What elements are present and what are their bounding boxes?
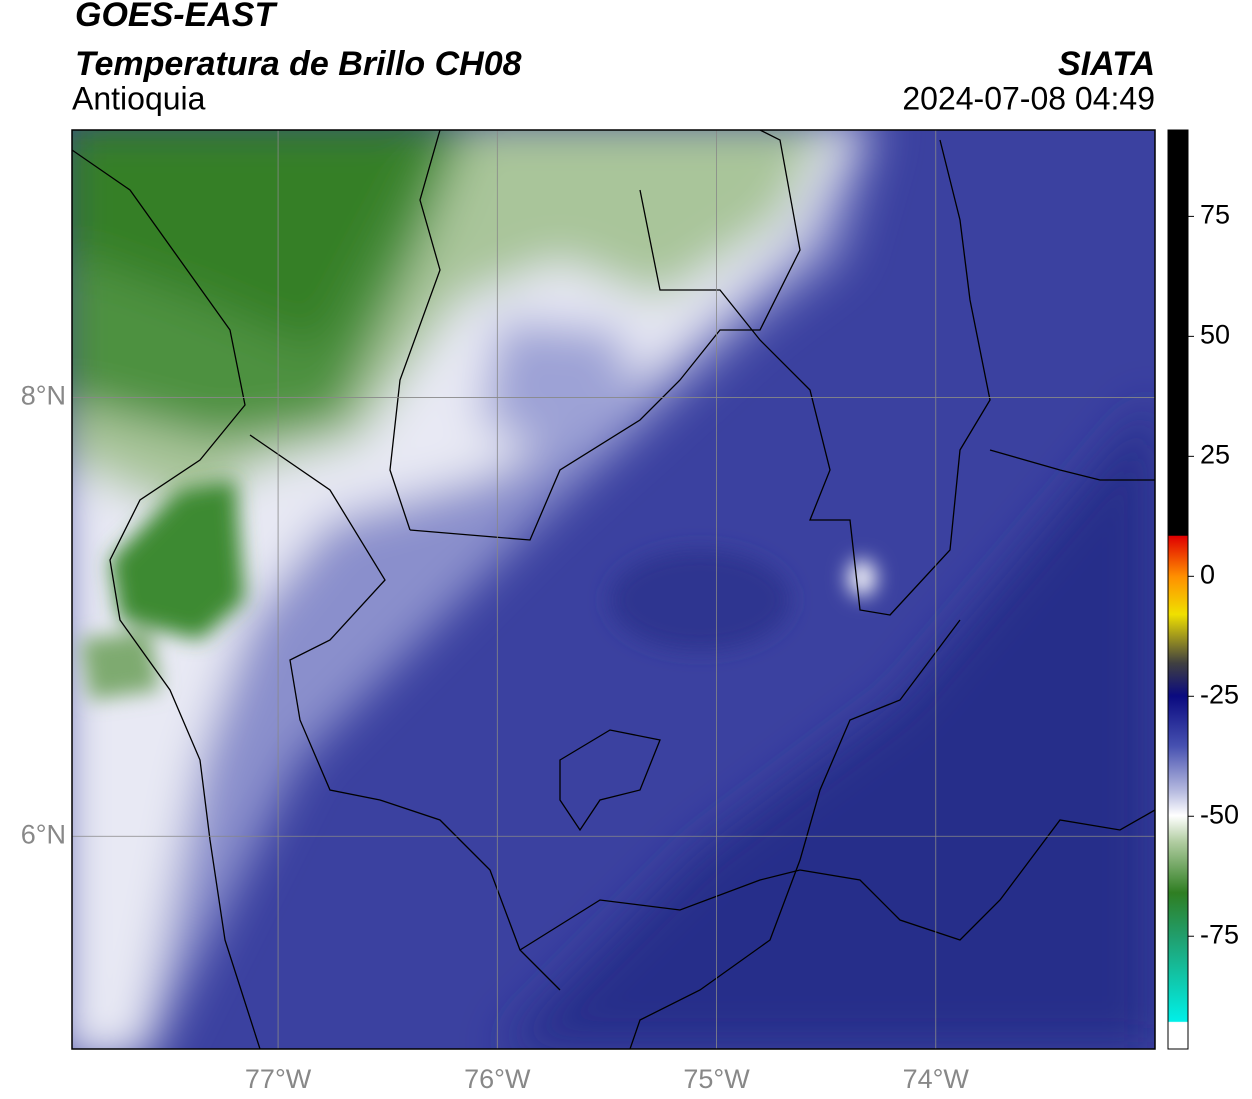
source: SIATA xyxy=(1058,45,1155,83)
y-tick-label: 8°N xyxy=(21,381,66,411)
product: Temperatura de Brillo CH08 xyxy=(75,45,522,83)
datetime: 2024-07-08 04:49 xyxy=(902,80,1155,116)
grid xyxy=(72,130,1155,1049)
colorbar xyxy=(1167,129,1189,1050)
colorbar-tick-label: -25 xyxy=(1200,679,1239,709)
colorbar-tick-label: -75 xyxy=(1200,919,1239,949)
x-tick-label: 75°W xyxy=(683,1064,750,1094)
satellite-image xyxy=(72,130,1155,1049)
colorbar-tick-label: 25 xyxy=(1200,439,1230,469)
x-tick-label: 77°W xyxy=(245,1064,312,1094)
x-tick-label: 76°W xyxy=(464,1064,531,1094)
colorbar-tick-label: 75 xyxy=(1200,200,1230,230)
map-frame xyxy=(71,129,1156,1050)
region: Antioquia xyxy=(72,80,206,116)
colorbar-tick-label: 50 xyxy=(1200,319,1230,349)
colorbar-tick-label: 0 xyxy=(1200,559,1215,589)
y-tick-label: 6°N xyxy=(21,819,66,849)
colorbar-tick-label: -50 xyxy=(1200,799,1239,829)
title: GOES-EAST xyxy=(75,0,278,34)
x-tick-label: 74°W xyxy=(903,1064,970,1094)
